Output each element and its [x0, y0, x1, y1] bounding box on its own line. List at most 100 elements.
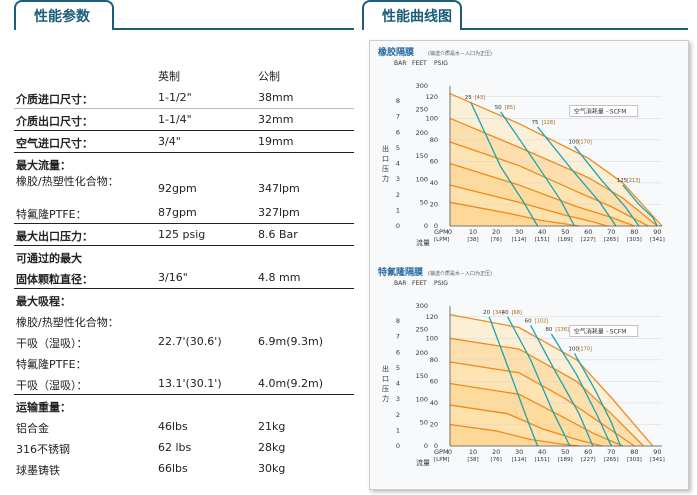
spec-row: 316不锈钢 62 lbs 28kg	[14, 437, 354, 458]
y-axis-label-char: 力	[382, 174, 389, 183]
air-consumption-curve	[530, 325, 594, 447]
spec-row: 运输重量：	[14, 395, 354, 416]
spec-value-imperial: 62 lbs	[158, 441, 192, 454]
col-metric-header: 公制	[258, 70, 280, 83]
pressure-curve	[449, 313, 654, 447]
pressure-curve	[449, 184, 607, 227]
feet-tick-label: 150	[416, 372, 428, 380]
axis-header: FEET	[412, 60, 427, 67]
air-consumption-curve	[573, 353, 622, 447]
x-unit-gpm: GPM	[434, 448, 449, 456]
performance-curve-panel: 橡胶隔膜 (输送介质是水－入口为正压) BAR FEET PSIG 0 20 40 60 80 10…	[369, 40, 689, 490]
spec-row: 介质出口尺寸： 1-1/4" 32mm	[14, 109, 354, 131]
x-tick-label: 40	[538, 448, 546, 456]
spec-row: 干吸（湿吸）： 13.1'(30.1') 4.0m(9.2m)	[14, 373, 354, 395]
psig-tick-label: 120	[426, 93, 438, 101]
x-tick-lpm-label: [341]	[650, 457, 665, 463]
tab-performance-curves-label: 性能曲线图	[382, 9, 452, 25]
air-curve-label-metric: [170]	[578, 346, 591, 352]
spec-label: 可通过的最大	[16, 252, 82, 265]
air-curve-label: 125	[617, 178, 628, 184]
pressure-curve	[449, 201, 580, 227]
spec-label: 干吸（湿吸）：	[16, 337, 88, 350]
x-tick-label: 50	[561, 448, 569, 456]
y-axis-label-char: 力	[382, 394, 389, 403]
air-consumption-curve	[488, 316, 539, 447]
x-unit-gpm: GPM	[434, 228, 449, 236]
bar-tick-label: 5	[396, 144, 400, 152]
chart-title: 橡胶隔膜	[378, 46, 415, 58]
x-tick-lpm-label: [303]	[627, 457, 642, 463]
psig-tick-label: 40	[430, 399, 438, 407]
air-consumption-curve	[507, 316, 571, 447]
spec-value-imperial: 66lbs	[158, 462, 188, 475]
chart-subtitle: (输送介质是水－入口为正压)	[428, 50, 492, 57]
x-tick-lpm-label: [303]	[627, 237, 642, 243]
spec-label: 特氟隆PTFE：	[16, 358, 87, 371]
air-curve-label-metric: [68]	[512, 310, 522, 316]
x-tick-label: 0	[448, 228, 452, 236]
pressure-curve	[449, 404, 603, 447]
psig-tick-label: 120	[426, 313, 438, 321]
spec-value-metric: 4.8 mm	[258, 271, 301, 284]
bar-tick-label: 4	[396, 380, 400, 388]
x-tick-lpm-label: [227]	[581, 457, 596, 463]
feet-tick-label: 200	[416, 129, 428, 137]
bar-tick-label: 7	[396, 333, 400, 341]
spec-row: 橡胶/热塑性化合物： 92gpm 347lpm	[14, 174, 354, 202]
spec-value-metric: 30kg	[258, 462, 286, 475]
bar-tick-label: 4	[396, 160, 400, 168]
x-tick-lpm-label: [114]	[512, 457, 527, 463]
air-curve-label-metric: [85]	[505, 105, 515, 111]
air-curve-label: 80	[545, 327, 552, 333]
spec-label: 316不锈钢	[16, 443, 70, 456]
bar-tick-label: 7	[396, 113, 400, 121]
spec-value-metric: 21kg	[258, 420, 286, 433]
tab-performance-curves[interactable]: 性能曲线图	[362, 0, 462, 30]
x-tick-lpm-label: [76]	[490, 237, 501, 243]
x-tick-lpm-label: [151]	[535, 457, 550, 463]
x-tick-label: 60	[584, 228, 592, 236]
spec-label: 最大流量：	[16, 159, 71, 172]
air-curve-label-metric: [102]	[535, 318, 548, 324]
spec-row: 介质进口尺寸： 1-1/2" 38mm	[14, 87, 354, 109]
spec-row: 干吸（湿吸）： 22.7'(30.6') 6.9m(9.3m)	[14, 331, 354, 352]
x-tick-label: 50	[561, 228, 569, 236]
psig-tick-label: 80	[430, 356, 438, 364]
air-consumption-curve	[470, 101, 539, 227]
spec-value-imperial: 3/16"	[158, 271, 188, 284]
spec-rows: 介质进口尺寸： 1-1/2" 38mm 介质出口尺寸： 1-1/4" 32mm 空气进口尺寸…	[14, 87, 354, 479]
x-tick-label: 10	[469, 448, 477, 456]
x-tick-label: 60	[584, 448, 592, 456]
col-imperial-header: 英制	[158, 70, 180, 83]
spec-label: 橡胶/热塑性化合物：	[16, 175, 119, 188]
x-tick-lpm-label: [341]	[650, 237, 665, 243]
y-axis-label-char: 压	[382, 165, 389, 173]
psig-tick-label: 100	[426, 114, 438, 122]
curves-svg: 橡胶隔膜 (输送介质是水－入口为正压)BAR FEET PSIG02040608010…	[378, 46, 665, 467]
axis-header: BAR	[394, 60, 406, 67]
x-tick-lpm-label: [227]	[581, 237, 596, 243]
pressure-curve	[449, 92, 663, 227]
x-tick-lpm-label: [189]	[558, 237, 573, 243]
pressure-curve	[449, 361, 635, 447]
spec-row: 特氟隆PTFE：	[14, 352, 354, 373]
x-unit-lpm: [LPM]	[434, 237, 449, 243]
psig-tick-label: 80	[430, 136, 438, 144]
spec-value-metric: 4.0m(9.2m)	[258, 377, 324, 390]
x-tick-label: 70	[607, 448, 615, 456]
legend-label: 空气消耗量 - SCFM	[574, 107, 627, 115]
feet-tick-label: 250	[416, 105, 428, 113]
spec-value-imperial: 3/4"	[158, 135, 181, 148]
y-axis-label-char: 口	[382, 375, 389, 383]
tab-performance-params[interactable]: 性能参数	[14, 0, 114, 30]
axis-header: BAR	[394, 280, 406, 287]
spec-value-metric: 32mm	[258, 113, 294, 126]
pressure-curve	[449, 162, 635, 227]
x-tick-label: 10	[469, 228, 477, 236]
feet-tick-label: 100	[416, 395, 428, 403]
x-tick-label: 30	[515, 228, 523, 236]
air-curve-label: 20	[483, 310, 490, 316]
y-axis-label-char: 出	[382, 144, 389, 153]
x-tick-lpm-label: [38]	[467, 457, 478, 463]
